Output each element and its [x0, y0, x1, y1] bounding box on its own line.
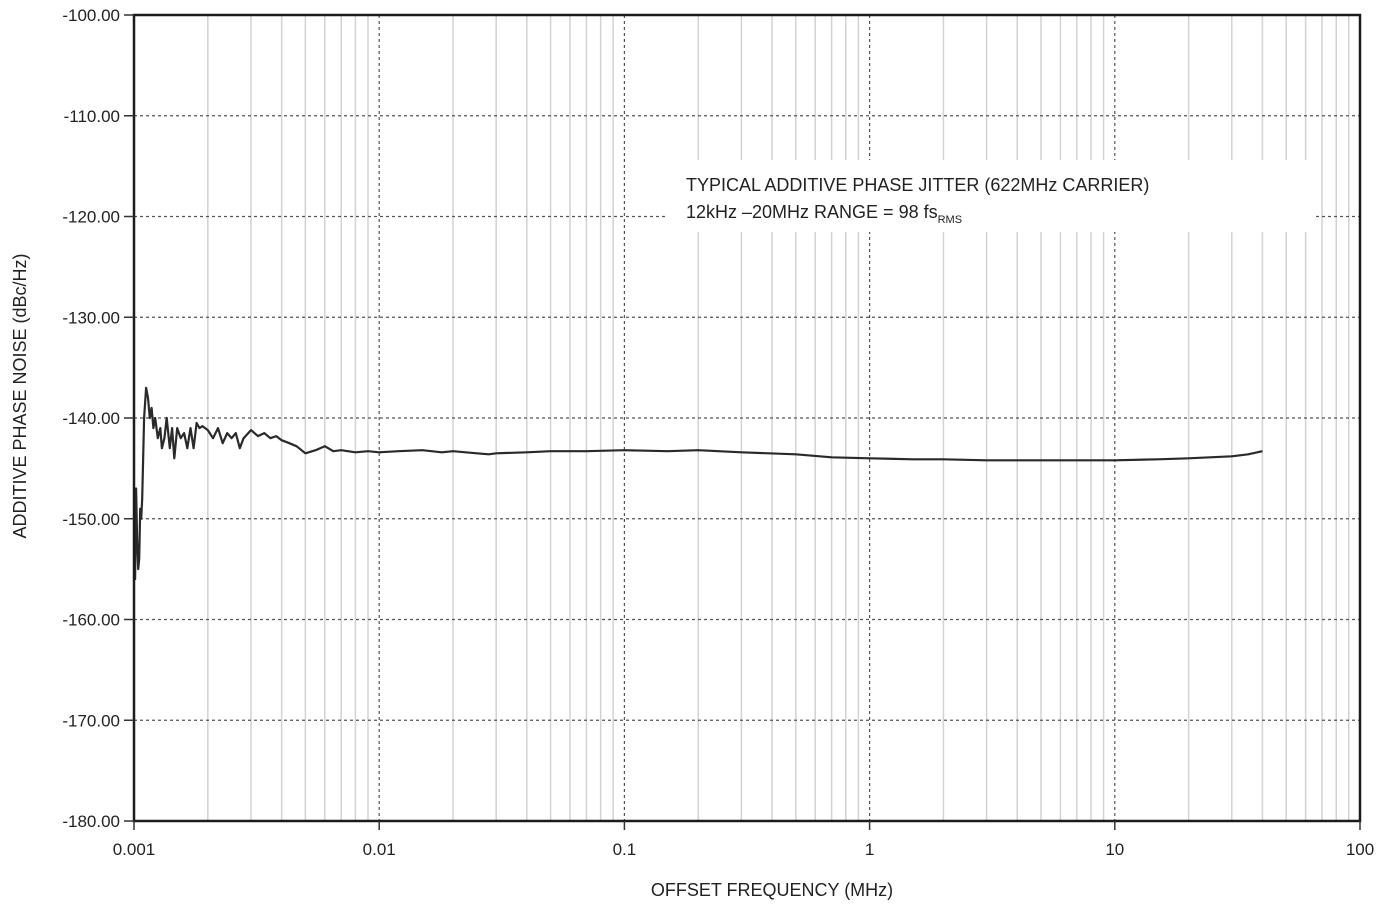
x-tick-label: 10	[1105, 840, 1124, 859]
annotation-line-2-subscript: RMS	[938, 214, 962, 226]
y-tick-label: -110.00	[64, 107, 120, 126]
annotation-background	[668, 160, 1314, 232]
annotation-line-2: 12kHz –20MHz RANGE = 98 fsRMS	[686, 202, 962, 226]
x-tick-labels: 0.001 0.01 0.1 1 10 100	[113, 821, 1374, 859]
y-tick-label: -100.00	[62, 6, 120, 25]
y-tick-label: -150.00	[62, 510, 120, 529]
y-axis-label: ADDITIVE PHASE NOISE (dBc/Hz)	[10, 253, 30, 538]
phase-noise-series-line	[132, 386, 1263, 581]
y-tick-labels: -100.00 -110.00 -120.00 -130.00 -140.00 -150.…	[62, 6, 134, 831]
x-tick-label: 0.01	[363, 840, 396, 859]
y-tick-label: -160.00	[62, 611, 120, 630]
x-tick-label: 0.1	[613, 840, 637, 859]
grid-layer	[134, 15, 1360, 821]
y-tick-label: -130.00	[62, 308, 120, 327]
x-tick-label: 1	[865, 840, 874, 859]
y-tick-label: -140.00	[62, 409, 120, 428]
y-tick-label: -180.00	[62, 812, 120, 831]
y-tick-label: -170.00	[62, 711, 120, 730]
x-tick-label: 0.001	[113, 840, 156, 859]
annotation-line-2-main: 12kHz –20MHz RANGE = 98 fs	[686, 202, 938, 222]
y-tick-label: -120.00	[62, 208, 120, 227]
x-tick-label: 100	[1346, 840, 1374, 859]
x-axis-label: OFFSET FREQUENCY (MHz)	[651, 880, 893, 900]
annotation-line-1: TYPICAL ADDITIVE PHASE JITTER (622MHz CA…	[686, 175, 1149, 195]
annotation-box: TYPICAL ADDITIVE PHASE JITTER (622MHz CA…	[668, 160, 1314, 232]
series-layer	[132, 386, 1263, 581]
